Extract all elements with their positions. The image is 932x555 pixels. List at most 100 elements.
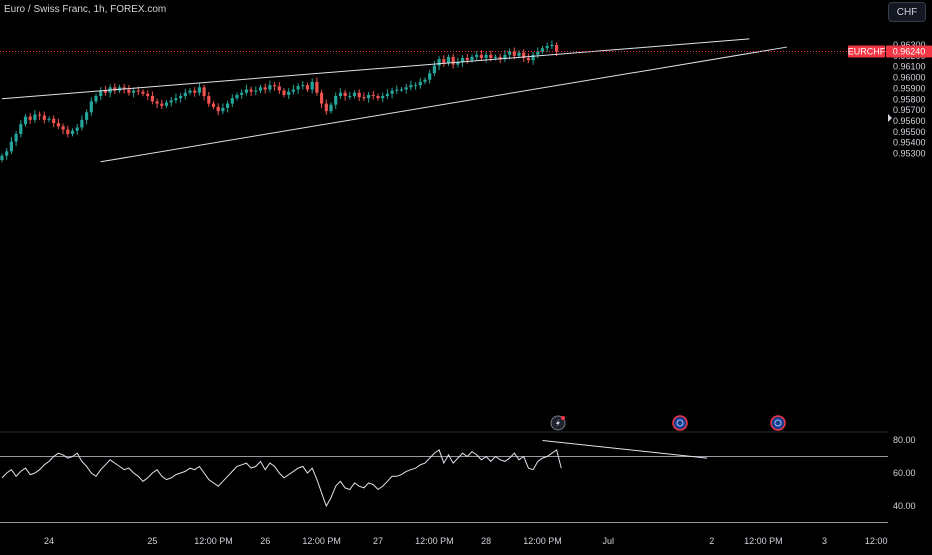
candle-body	[329, 104, 333, 112]
candle-body	[508, 51, 512, 55]
candle-body	[160, 103, 164, 106]
candle-body	[489, 54, 493, 59]
candle-body	[273, 85, 277, 87]
time-tick-label: 2	[709, 536, 714, 546]
candle-body	[202, 87, 206, 96]
time-tick-label: 28	[481, 536, 491, 546]
candle-body	[371, 94, 375, 96]
upper-channel-line	[1, 38, 750, 100]
candle-body	[531, 54, 535, 61]
candle-body	[352, 92, 357, 96]
time-tick-label: 12:00 PM	[302, 536, 341, 546]
candle-body	[263, 87, 267, 90]
candle-body	[287, 91, 291, 95]
candle-body	[404, 87, 408, 90]
candle-body	[484, 54, 488, 59]
candle-body	[423, 79, 427, 82]
candle-body	[150, 95, 154, 102]
candle-body	[277, 86, 281, 91]
candle-body	[545, 46, 549, 49]
candle-body	[362, 97, 366, 99]
economic-event-icon[interactable]	[770, 415, 786, 431]
candle-body	[183, 92, 187, 96]
candle-body	[56, 123, 60, 127]
candle-body	[503, 54, 507, 60]
price-tick-label: 0.95900	[893, 83, 926, 93]
candle-body	[94, 95, 98, 102]
candle-body	[338, 92, 342, 96]
price-tick-label: 0.96300	[893, 40, 926, 50]
candle-body	[395, 89, 399, 91]
candle-body	[99, 90, 103, 96]
candle-body	[9, 141, 13, 152]
candle-body	[432, 65, 436, 74]
time-tick-label: 24	[44, 536, 54, 546]
candle-body	[221, 107, 225, 112]
candle-body	[0, 155, 4, 161]
candle-body	[381, 95, 385, 99]
price-tick-label: 0.95600	[893, 116, 926, 126]
candle-body	[14, 133, 18, 142]
price-tick-label: 0.95300	[893, 149, 926, 159]
candle-body	[240, 92, 244, 95]
candle-body	[414, 85, 418, 87]
currency-button[interactable]: CHF	[888, 2, 926, 22]
flash-event-icon[interactable]	[550, 415, 566, 431]
candle-body	[470, 56, 474, 61]
candle-body	[254, 90, 258, 92]
candle-body	[75, 127, 79, 131]
candle-body	[5, 151, 9, 156]
price-tick-label: 0.96100	[893, 62, 926, 72]
rsi-trendline	[542, 439, 708, 459]
time-tick-label: 12:00	[865, 536, 888, 546]
candle-body	[258, 87, 263, 91]
candle-body	[399, 89, 404, 91]
rsi-tick-label: 60.00	[893, 468, 916, 478]
candle-body	[540, 48, 545, 52]
candle-body	[85, 112, 89, 120]
time-tick-label: 26	[260, 536, 270, 546]
candle-body	[536, 51, 540, 55]
candle-body	[216, 106, 220, 112]
candle-body	[141, 91, 145, 94]
time-tick-label: 3	[822, 536, 827, 546]
candle-body	[103, 90, 107, 93]
candle-body	[479, 54, 483, 59]
candle-body	[38, 114, 42, 116]
candle-body	[211, 103, 216, 107]
economic-event-icon[interactable]	[672, 415, 688, 431]
candle-body	[348, 95, 352, 97]
candle-body	[268, 85, 272, 90]
candle-body	[442, 59, 446, 64]
candle-body	[555, 45, 559, 52]
candle-body	[357, 92, 361, 98]
candle-body	[493, 56, 498, 59]
candle-body	[550, 45, 554, 47]
symbol-tag-label: EURCHF	[848, 47, 886, 57]
candle-body	[136, 90, 140, 92]
candle-body	[230, 98, 234, 104]
candle-body	[282, 90, 286, 95]
trendlines-group	[0, 38, 888, 163]
candle-body	[249, 89, 253, 92]
candle-body	[367, 94, 371, 99]
candle-body	[296, 86, 300, 90]
time-tick-label: 25	[147, 536, 157, 546]
candle-body	[343, 92, 347, 96]
candle-body	[475, 54, 479, 57]
rsi-tick-label: 40.00	[893, 501, 916, 511]
price-tick-label: 0.96000	[893, 73, 926, 83]
price-tick-label: 0.95800	[893, 94, 926, 104]
candle-body	[80, 119, 84, 128]
time-tick-label: 12:00 PM	[744, 536, 783, 546]
candle-body	[179, 95, 183, 99]
candle-body	[526, 58, 530, 61]
event-icons-group	[550, 415, 786, 431]
candle-body	[169, 100, 173, 103]
price-tick-label: 0.95500	[893, 127, 926, 137]
candles-group	[0, 40, 559, 163]
icon-glyph	[774, 419, 782, 427]
rsi-group	[0, 439, 888, 523]
